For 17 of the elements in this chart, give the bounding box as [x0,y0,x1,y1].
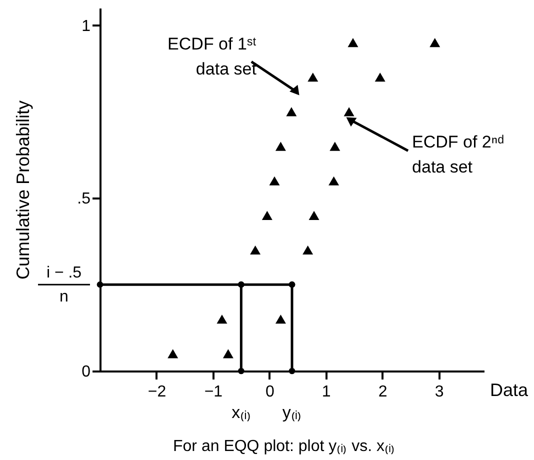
y-tick-label: 1 [82,18,91,35]
x-tick-label: −2 [148,384,166,400]
annotation: x₍ᵢ₎ [232,403,251,422]
x-tick-label: 2 [378,384,388,400]
x-axis-title: Data [490,380,530,400]
annotation: ECDF of 1ˢᵗ data set [168,34,257,79]
annotation: ECDF of 2ⁿᵈ data set [412,132,504,177]
x-tick-label: 1 [322,384,331,400]
y-axis-title: Cumulative Probability [13,100,34,280]
annotation: y₍ᵢ₎ [282,403,302,422]
x-tick-label: −1 [204,384,223,400]
x-tick-label: 3 [434,384,444,400]
y-tick-label: 0 [82,364,91,380]
y-tick-label: .5 [77,190,91,208]
text: For an EQQ plot: plot y₍ᵢ₎ vs. x₍ᵢ₎ [173,438,395,455]
annotation: i − .5 n [46,264,82,306]
x-tick-label: 0 [265,384,274,400]
